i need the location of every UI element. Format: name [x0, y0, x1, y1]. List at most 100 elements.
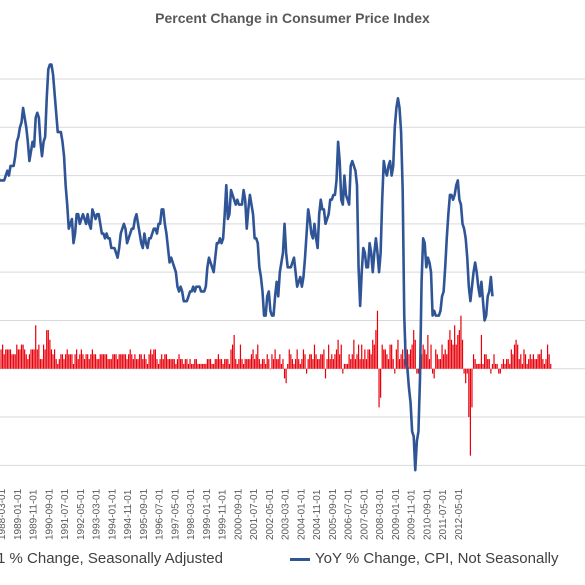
mom-bar [539, 354, 541, 369]
mom-bar [69, 354, 71, 369]
mom-bar [372, 339, 374, 369]
mom-bar [526, 363, 528, 369]
mom-bar [112, 354, 114, 369]
mom-bar [117, 359, 119, 369]
mom-bar [441, 344, 443, 369]
x-tick-label: 2007-05-01 [359, 488, 370, 540]
legend-yoy-swatch [290, 557, 310, 561]
mom-bar [535, 359, 538, 369]
mom-bar [439, 359, 442, 369]
mom-bar [513, 344, 516, 369]
mom-bar [452, 344, 454, 369]
mom-bar [194, 359, 196, 369]
mom-bar [436, 354, 438, 369]
mom-bar [446, 354, 448, 369]
x-tick-label: 1999-11-01 [218, 489, 229, 540]
mom-bar [187, 363, 190, 369]
mom-bar [132, 359, 134, 369]
mom-bar [157, 363, 160, 369]
mom-bar [49, 339, 51, 369]
mom-bar [450, 339, 453, 369]
mom-bar [469, 368, 471, 456]
mom-bar [87, 354, 89, 369]
mom-bar [27, 359, 29, 369]
mom-bar [140, 354, 142, 369]
mom-bar [41, 359, 43, 369]
mom-bar [231, 344, 234, 369]
mom-bar [307, 359, 309, 369]
mom-bar [233, 334, 235, 369]
mom-bar [91, 349, 93, 369]
mom-bar [167, 359, 169, 369]
mom-bar [198, 363, 201, 369]
mom-bar [321, 354, 323, 369]
mom-bar [241, 359, 243, 369]
mom-bar [460, 315, 462, 369]
legend-mom-label: 1 % Change, Seasonally Adjusted [0, 550, 223, 567]
mom-bar [376, 310, 379, 369]
mom-bar [383, 349, 385, 369]
mom-bar [504, 363, 506, 369]
mom-bar [151, 354, 153, 369]
mom-bar [222, 363, 224, 369]
mom-bar [288, 349, 290, 369]
mom-bar [260, 363, 262, 369]
mom-bar [402, 349, 404, 369]
mom-bar [509, 363, 511, 369]
x-tick-label: 1993-03-01 [92, 488, 103, 540]
mom-bar [461, 339, 464, 369]
mom-bar [109, 359, 111, 369]
mom-bar [31, 349, 34, 369]
mom-bar [424, 349, 426, 369]
mom-bar [546, 344, 549, 369]
mom-bar [224, 359, 226, 369]
mom-bar [283, 368, 286, 379]
mom-bar [318, 359, 320, 369]
mom-bar [47, 330, 49, 369]
mom-bar [356, 354, 358, 369]
mom-bar [499, 368, 501, 374]
mom-bar [159, 359, 161, 369]
mom-bar [164, 354, 166, 369]
mom-bar [180, 359, 182, 369]
mom-bar [328, 344, 330, 369]
mom-bar [340, 344, 342, 369]
mom-bar [373, 344, 375, 369]
mom-bar [395, 349, 397, 369]
mom-bar [312, 359, 314, 369]
mom-bar [361, 344, 363, 369]
x-tick-label: 2002-05-01 [265, 488, 276, 540]
mom-bar [72, 363, 75, 369]
mom-bar [225, 359, 227, 369]
mom-bar [458, 330, 460, 369]
x-tick-label: 2012-05-01 [454, 488, 465, 540]
mom-bar [534, 359, 536, 369]
mom-bar [411, 344, 413, 369]
mom-bar [324, 368, 327, 379]
mom-bar [413, 330, 415, 369]
mom-bar [540, 349, 542, 369]
x-tick-label: 1990-09-01 [44, 488, 55, 540]
mom-bar [184, 359, 186, 369]
mom-bar [71, 354, 73, 369]
mom-bar [502, 359, 505, 369]
x-tick-label: 1988-03-01 [0, 488, 8, 540]
mom-bar [354, 359, 357, 369]
mom-bar [417, 368, 420, 374]
mom-bar [362, 359, 364, 369]
mom-bar [42, 344, 45, 369]
mom-bar [250, 354, 253, 369]
mom-bar [118, 354, 120, 369]
mom-bar [537, 354, 539, 369]
mom-bar [244, 359, 246, 369]
mom-bar [186, 359, 188, 369]
mom-bar [323, 349, 325, 369]
mom-bar [550, 363, 552, 369]
mom-bar [422, 344, 424, 369]
mom-bar [44, 349, 46, 369]
mom-bar [487, 359, 489, 369]
mom-bar [85, 354, 87, 369]
mom-bar [369, 349, 371, 369]
mom-bar [271, 354, 273, 369]
